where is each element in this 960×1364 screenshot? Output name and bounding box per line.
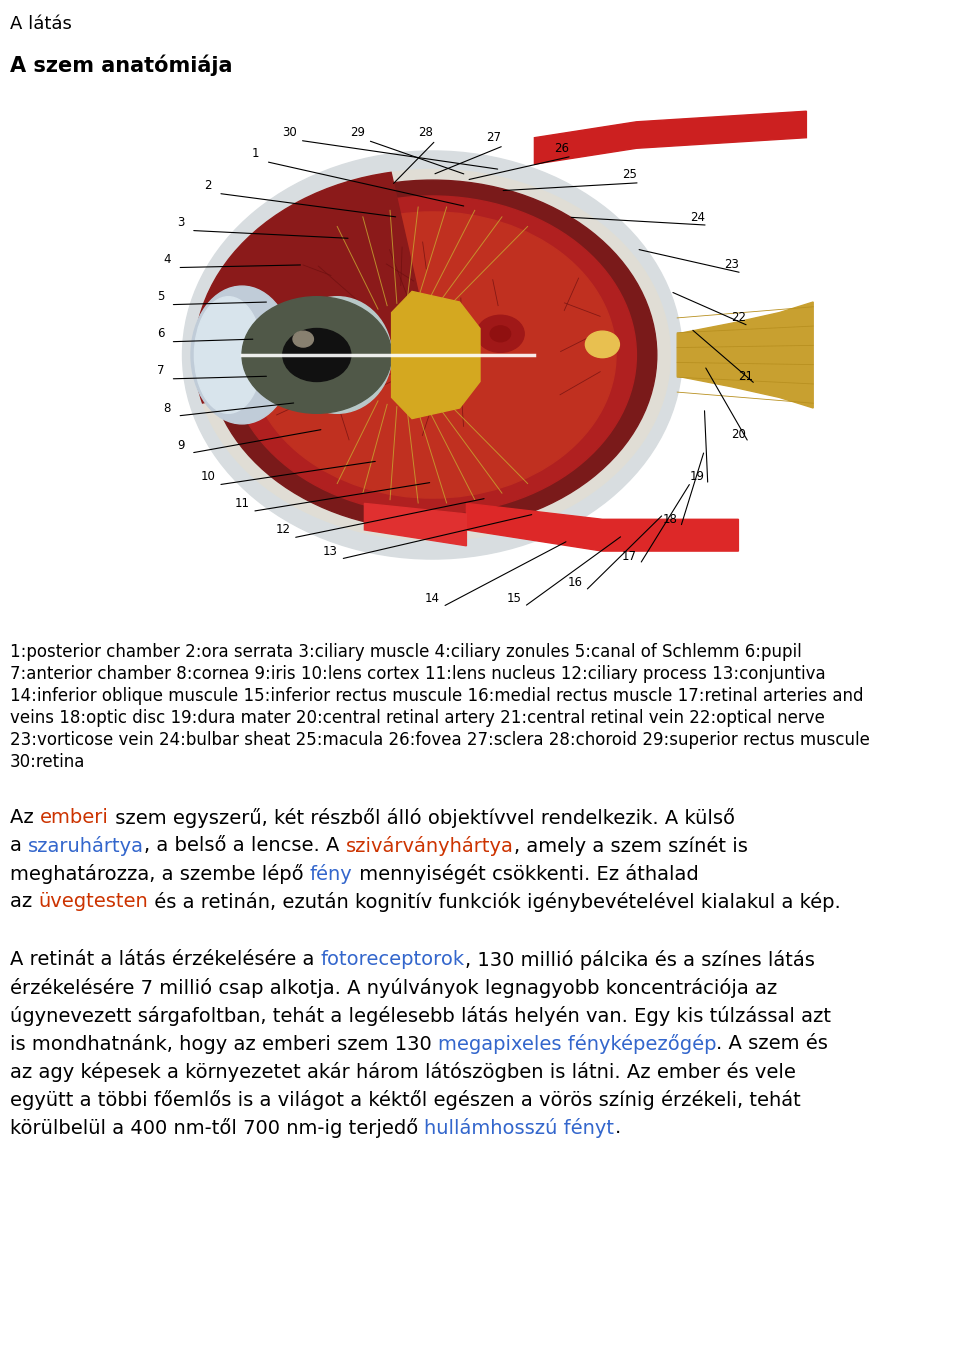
Text: fény: fény — [310, 863, 352, 884]
Text: emberi: emberi — [40, 807, 108, 827]
Text: üvegtesten: üvegtesten — [38, 892, 148, 911]
Text: érzékelésére 7 millió csap alkotja. A nyúlványok legnagyobb koncentrációja az: érzékelésére 7 millió csap alkotja. A ny… — [10, 978, 778, 998]
Text: 1:posterior chamber 2:ora serrata 3:ciliary muscle 4:ciliary zonules 5:canal of : 1:posterior chamber 2:ora serrata 3:cili… — [10, 642, 802, 662]
Text: fotoreceptorok: fotoreceptorok — [321, 949, 465, 968]
Text: 30:retina: 30:retina — [10, 753, 85, 771]
Wedge shape — [195, 172, 432, 402]
Text: , amely a szem színét is: , amely a szem színét is — [514, 836, 748, 857]
Text: . A szem és: . A szem és — [716, 1034, 828, 1053]
Text: 19: 19 — [690, 471, 705, 483]
Text: és a retinán, ezután kognitív funkciók igénybevételével kialakul a kép.: és a retinán, ezután kognitív funkciók i… — [148, 892, 841, 913]
Text: 4: 4 — [163, 254, 171, 266]
Text: szivárványhártya: szivárványhártya — [346, 836, 514, 857]
Polygon shape — [535, 112, 806, 164]
Text: együtt a többi főemlős is a világot a kéktől egészen a vörös színig érzékeli, te: együtt a többi főemlős is a világot a ké… — [10, 1090, 801, 1110]
Polygon shape — [392, 292, 480, 419]
Text: 14:inferior oblique muscule 15:inferior rectus muscule 16:medial rectus muscle 1: 14:inferior oblique muscule 15:inferior … — [10, 687, 863, 705]
Text: szaruhártya: szaruhártya — [28, 836, 144, 857]
Text: szem egyszerű, két részből álló objektívvel rendelkezik. A külső: szem egyszerű, két részből álló objektív… — [108, 807, 734, 828]
Text: 8: 8 — [163, 401, 171, 415]
Text: A retinát a látás érzékelésére a: A retinát a látás érzékelésére a — [10, 949, 321, 968]
Text: meghatározza, a szembe lépő: meghatározza, a szembe lépő — [10, 863, 310, 884]
Text: 20: 20 — [731, 428, 746, 441]
Text: 30: 30 — [282, 125, 297, 139]
Text: 3: 3 — [177, 216, 184, 229]
Text: 2: 2 — [204, 179, 212, 192]
Text: 25: 25 — [622, 168, 637, 181]
Text: 17: 17 — [622, 550, 637, 563]
Text: a: a — [10, 836, 28, 855]
Text: , 130 millió pálcika és a színes látás: , 130 millió pálcika és a színes látás — [465, 949, 815, 970]
Text: 10: 10 — [201, 471, 215, 483]
Circle shape — [194, 169, 670, 540]
Text: 26: 26 — [554, 142, 569, 154]
Ellipse shape — [191, 286, 293, 424]
Circle shape — [476, 315, 524, 352]
Text: A szem anatómiája: A szem anatómiája — [10, 55, 232, 76]
Text: 13: 13 — [323, 544, 338, 558]
Text: veins 18:optic disc 19:dura mater 20:central retinal artery 21:central retinal v: veins 18:optic disc 19:dura mater 20:cen… — [10, 709, 825, 727]
Text: mennyiségét csökkenti. Ez áthalad: mennyiségét csökkenti. Ez áthalad — [352, 863, 698, 884]
Circle shape — [228, 196, 636, 514]
Polygon shape — [365, 503, 467, 546]
Text: úgynevezett sárgafoltban, tehát a legélesebb látás helyén van. Egy kis túlzással: úgynevezett sárgafoltban, tehát a legéle… — [10, 1007, 831, 1026]
Text: 11: 11 — [234, 496, 250, 510]
Text: 28: 28 — [419, 125, 433, 139]
Text: 6: 6 — [156, 327, 164, 340]
Text: 7: 7 — [156, 364, 164, 378]
Text: 12: 12 — [276, 524, 290, 536]
Text: 15: 15 — [507, 592, 521, 606]
Text: 21: 21 — [737, 370, 753, 383]
Text: is mondhatnánk, hogy az emberi szem 130: is mondhatnánk, hogy az emberi szem 130 — [10, 1034, 438, 1054]
Text: körülbelül a 400 nm-től 700 nm-ig terjedő: körülbelül a 400 nm-től 700 nm-ig terjed… — [10, 1118, 424, 1138]
Text: 24: 24 — [690, 210, 705, 224]
Text: .: . — [614, 1118, 621, 1138]
Text: , a belső a lencse. A: , a belső a lencse. A — [144, 836, 346, 855]
Text: 14: 14 — [425, 592, 440, 606]
Text: 1: 1 — [252, 147, 259, 160]
Text: A látás: A látás — [10, 15, 72, 33]
Text: az: az — [10, 892, 38, 911]
Text: 23: 23 — [724, 258, 739, 271]
Ellipse shape — [195, 297, 262, 413]
Circle shape — [283, 329, 350, 382]
Text: 23:vorticose vein 24:bulbar sheat 25:macula 26:fovea 27:sclera 28:choroid 29:sup: 23:vorticose vein 24:bulbar sheat 25:mac… — [10, 731, 870, 749]
Circle shape — [249, 211, 616, 498]
Text: 5: 5 — [156, 291, 164, 303]
Text: 7:anterior chamber 8:cornea 9:iris 10:lens cortex 11:lens nucleus 12:ciliary pro: 7:anterior chamber 8:cornea 9:iris 10:le… — [10, 666, 826, 683]
Text: 9: 9 — [177, 439, 184, 451]
Polygon shape — [467, 503, 738, 551]
Polygon shape — [677, 301, 813, 408]
Circle shape — [491, 326, 511, 342]
Circle shape — [242, 297, 392, 413]
Text: 18: 18 — [663, 513, 678, 525]
Ellipse shape — [182, 151, 683, 559]
Text: az agy képesek a környezetet akár három látószögben is látni. Az ember és vele: az agy képesek a környezetet akár három … — [10, 1063, 796, 1082]
Text: 16: 16 — [567, 577, 583, 589]
Circle shape — [293, 331, 313, 346]
Circle shape — [586, 331, 619, 357]
Ellipse shape — [283, 297, 392, 413]
Circle shape — [208, 180, 657, 529]
Text: 27: 27 — [486, 131, 501, 145]
Text: Az: Az — [10, 807, 40, 827]
Text: hullámhosszú fényt: hullámhosszú fényt — [424, 1118, 614, 1138]
Text: 22: 22 — [731, 311, 746, 325]
Text: megapixeles fényképezőgép: megapixeles fényképezőgép — [438, 1034, 716, 1054]
Text: 29: 29 — [350, 125, 365, 139]
